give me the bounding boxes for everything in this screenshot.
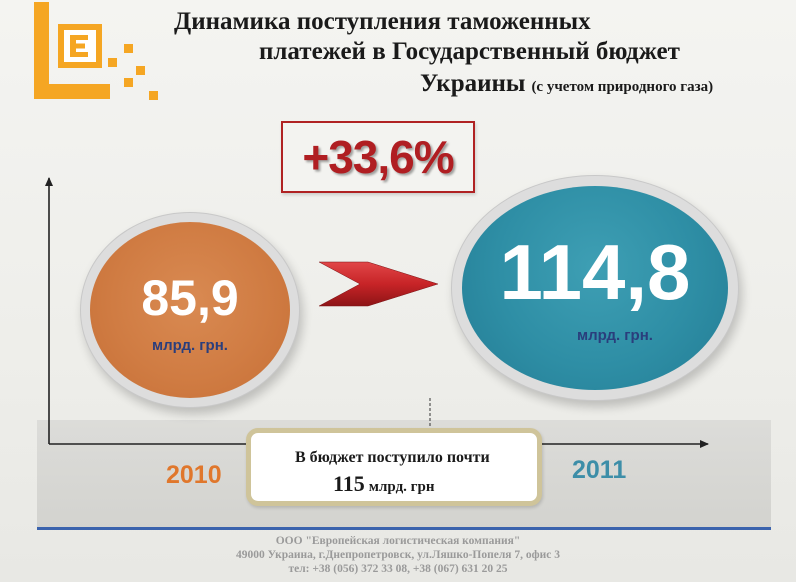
year-label-2011: 2011 <box>572 456 627 484</box>
band-divider-line <box>37 527 771 530</box>
page-title-country: Украины <box>420 70 526 97</box>
footer-company: ООО "Европейская логистическая компания" <box>275 535 521 547</box>
value-2011: 114,8 <box>499 227 691 316</box>
footer-contacts: ООО "Европейская логистическая компания"… <box>0 534 796 576</box>
growth-arrow <box>318 261 439 307</box>
growth-percentage: +33,6% <box>302 131 454 183</box>
value-circle-2010: 85,9 млрд. грн. <box>90 222 290 398</box>
year-label-2010: 2010 <box>166 461 222 489</box>
value-circle-2011: 114,8 млрд. грн. <box>462 186 728 390</box>
budget-info-number: 115 <box>333 471 365 496</box>
value-2010: 85,9 <box>141 269 239 326</box>
page-title-line-3: Украины (с учетом природного газа) <box>420 70 713 98</box>
unit-2010: млрд. грн. <box>152 336 228 354</box>
budget-info-unit: млрд. грн <box>368 479 435 495</box>
page-title-line-2: платежей в Государственный бюджет <box>259 38 680 65</box>
growth-percentage-box: +33,6% <box>281 121 475 193</box>
budget-info-text: В бюджет поступило почти <box>295 449 490 466</box>
footer-address: 49000 Украина, г.Днепропетровск, ул.Ляшк… <box>236 549 560 561</box>
footer-phone: тел: +38 (056) 372 33 08, +38 (067) 631 … <box>288 563 508 575</box>
page-title-line-1: Динамика поступления таможенных <box>174 8 591 35</box>
budget-info-amount: 115 млрд. грн <box>333 471 434 497</box>
unit-2011: млрд. грн. <box>577 326 653 344</box>
budget-info-box: В бюджет поступило почти 115 млрд. грн <box>246 428 542 506</box>
company-logo <box>34 2 158 100</box>
page-title-note: (с учетом природного газа) <box>531 79 714 95</box>
